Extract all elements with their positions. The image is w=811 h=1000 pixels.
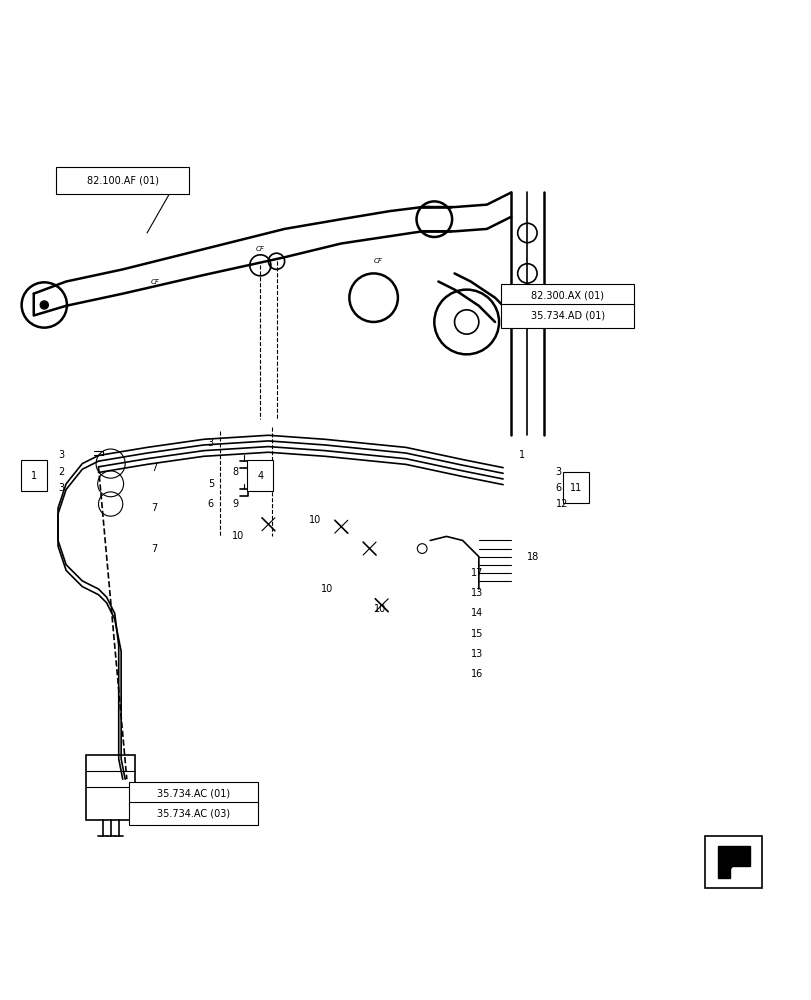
FancyBboxPatch shape (86, 755, 135, 820)
Text: CF: CF (373, 258, 382, 264)
FancyBboxPatch shape (129, 802, 258, 825)
FancyBboxPatch shape (56, 167, 189, 194)
Text: 6: 6 (555, 483, 561, 493)
Text: 35.734.AD (01): 35.734.AD (01) (530, 311, 604, 321)
Text: 4: 4 (257, 471, 263, 481)
Text: 8: 8 (232, 467, 238, 477)
FancyBboxPatch shape (501, 284, 633, 307)
Text: 3: 3 (58, 483, 64, 493)
Text: 1: 1 (31, 471, 36, 481)
FancyBboxPatch shape (21, 460, 47, 491)
Text: 82.300.AX (01): 82.300.AX (01) (530, 291, 603, 301)
Text: 13: 13 (470, 649, 483, 659)
Text: 12: 12 (555, 499, 568, 509)
FancyBboxPatch shape (247, 460, 273, 491)
Text: 10: 10 (373, 604, 385, 614)
Circle shape (41, 301, 49, 309)
Text: 15: 15 (470, 629, 483, 639)
Text: CF: CF (151, 279, 160, 285)
Text: 13: 13 (470, 588, 483, 598)
Text: 5: 5 (208, 479, 214, 489)
Text: 82.100.AF (01): 82.100.AF (01) (87, 175, 159, 185)
Text: 6: 6 (208, 499, 213, 509)
Text: 10: 10 (232, 531, 244, 541)
Text: 9: 9 (232, 499, 238, 509)
Text: 3: 3 (555, 467, 561, 477)
Text: 18: 18 (526, 552, 539, 562)
Text: 7: 7 (151, 463, 157, 473)
Text: 11: 11 (569, 483, 581, 493)
Text: 16: 16 (470, 669, 483, 679)
Text: 10: 10 (320, 584, 333, 594)
Text: 35.734.AC (01): 35.734.AC (01) (157, 788, 230, 798)
Text: 3: 3 (208, 438, 213, 448)
Text: 14: 14 (470, 608, 483, 618)
Text: 3: 3 (58, 450, 64, 460)
Text: 35.734.AC (03): 35.734.AC (03) (157, 809, 230, 819)
Text: 2: 2 (58, 467, 64, 477)
Text: 10: 10 (308, 515, 320, 525)
Text: 1: 1 (519, 450, 525, 460)
Text: 17: 17 (470, 568, 483, 578)
Text: 7: 7 (151, 544, 157, 554)
FancyBboxPatch shape (129, 782, 258, 805)
FancyBboxPatch shape (562, 472, 588, 503)
FancyBboxPatch shape (501, 304, 633, 328)
Text: 7: 7 (151, 503, 157, 513)
Text: CF: CF (255, 246, 264, 252)
FancyBboxPatch shape (705, 836, 761, 888)
Polygon shape (717, 846, 749, 878)
